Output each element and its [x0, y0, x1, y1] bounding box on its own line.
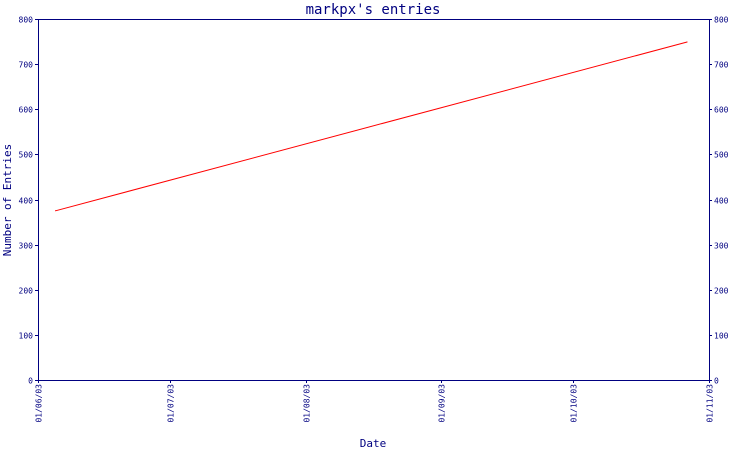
y-tick-label-left-3: 300 [19, 242, 34, 251]
y-tick-label-right-7: 700 [714, 61, 729, 70]
y-tick-label-right-6: 600 [714, 106, 729, 115]
x-ticks: 01/06/03 01/07/03 01/08/03 01/09/03 01/10/03… [35, 380, 715, 423]
y-tick-label-left-4: 400 [19, 197, 34, 206]
y-tick-label-left-0: 0 [28, 377, 33, 386]
y-tick-label-left-1: 100 [19, 332, 34, 341]
y-tick-label-left-8: 800 [19, 16, 34, 25]
y-tick-label-left-5: 500 [19, 151, 34, 160]
y-tick-label-right-1: 100 [714, 332, 729, 341]
chart-title: markpx's entries [306, 2, 441, 18]
y-tick-label-right-0: 0 [714, 377, 719, 386]
x-tick-label-5: 01/11/03 [706, 384, 715, 423]
series-point-0-1 [686, 41, 688, 43]
y-left-ticks: 0 100 200 300 400 500 600 700 800 [19, 16, 38, 386]
x-axis-label: Date [360, 437, 387, 450]
plot-frame [38, 19, 710, 381]
series-group [55, 41, 688, 212]
x-tick-label-4: 01/10/03 [570, 384, 579, 423]
y-tick-label-right-5: 500 [714, 151, 729, 160]
x-tick-label-2: 01/08/03 [303, 384, 312, 423]
y-tick-label-left-7: 700 [19, 61, 34, 70]
x-tick-label-1: 01/07/03 [167, 384, 176, 423]
y-tick-label-right-3: 300 [714, 242, 729, 251]
y-right-ticks: 0 100 200 300 400 500 600 700 800 [709, 16, 729, 386]
x-tick-label-3: 01/09/03 [438, 384, 447, 423]
series-point-0-0 [55, 210, 56, 212]
y-tick-label-left-6: 600 [19, 106, 34, 115]
y-tick-label-right-2: 200 [714, 287, 729, 296]
y-tick-label-left-2: 200 [19, 287, 34, 296]
series-line-0 [55, 41, 688, 212]
x-tick-label-0: 01/06/03 [35, 384, 44, 423]
y-axis-label: Number of Entries [1, 144, 14, 257]
y-tick-label-right-8: 800 [714, 16, 729, 25]
y-tick-label-right-4: 400 [714, 197, 729, 206]
